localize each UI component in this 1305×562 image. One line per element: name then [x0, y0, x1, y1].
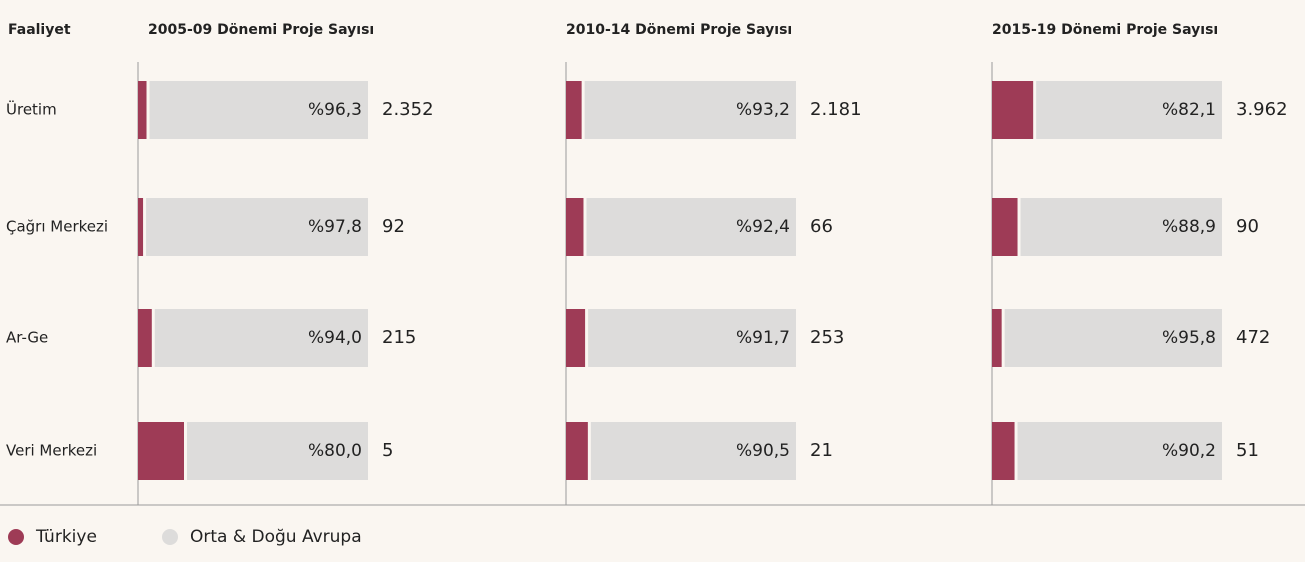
- value-label: %90,5: [736, 441, 790, 461]
- category-label: Veri Merkezi: [6, 442, 97, 460]
- total-label: 51: [1236, 440, 1259, 461]
- value-label: %80,0: [308, 441, 362, 461]
- panel-title: 2005-09 Dönemi Proje Sayısı: [148, 22, 374, 38]
- bar-segment: [154, 309, 368, 367]
- value-label: %95,8: [1162, 328, 1216, 348]
- category-label: Çağrı Merkezi: [6, 218, 108, 236]
- bar-segment: [138, 81, 147, 139]
- bar-segment: [566, 422, 588, 480]
- bar-segment: [149, 81, 368, 139]
- value-label: %90,2: [1162, 441, 1216, 461]
- total-label: 253: [810, 327, 844, 348]
- value-label: %94,0: [308, 328, 362, 348]
- bar-segment: [1036, 81, 1222, 139]
- value-label: %82,1: [1162, 100, 1216, 120]
- panel-title: 2010-14 Dönemi Proje Sayısı: [566, 22, 792, 38]
- total-label: 5: [382, 440, 393, 461]
- bar-segment: [566, 309, 586, 367]
- bar-segment: [584, 81, 796, 139]
- total-label: 2.352: [382, 99, 434, 120]
- legend-label: Türkiye: [35, 527, 97, 547]
- bar-segment: [1017, 422, 1222, 480]
- panel-title: 2015-19 Dönemi Proje Sayısı: [992, 22, 1218, 38]
- value-label: %97,8: [308, 217, 362, 237]
- bar-segment: [586, 198, 796, 256]
- total-label: 215: [382, 327, 416, 348]
- legend-swatch: [8, 529, 24, 545]
- bar-segment: [588, 309, 796, 367]
- value-label: %88,9: [1162, 217, 1216, 237]
- bar-segment: [1020, 198, 1222, 256]
- total-label: 21: [810, 440, 833, 461]
- legend-label: Orta & Doğu Avrupa: [190, 527, 362, 547]
- value-label: %96,3: [308, 100, 362, 120]
- bar-segment: [138, 309, 152, 367]
- bar-segment: [566, 81, 582, 139]
- bar-segment: [1004, 309, 1222, 367]
- total-label: 92: [382, 216, 405, 237]
- bar-segment: [992, 81, 1034, 139]
- total-label: 90: [1236, 216, 1259, 237]
- bar-segment: [992, 198, 1018, 256]
- bar-segment: [187, 422, 368, 480]
- bar-segment: [590, 422, 796, 480]
- bar-segment: [992, 309, 1002, 367]
- bar-segment: [146, 198, 368, 256]
- total-label: 2.181: [810, 99, 862, 120]
- bar-segment: [566, 198, 584, 256]
- category-label: Üretim: [6, 100, 57, 119]
- legend-swatch: [162, 529, 178, 545]
- value-label: %91,7: [736, 328, 790, 348]
- bar-segment: [992, 422, 1015, 480]
- value-label: %92,4: [736, 217, 790, 237]
- total-label: 3.962: [1236, 99, 1288, 120]
- bar-segment: [138, 422, 184, 480]
- total-label: 472: [1236, 327, 1270, 348]
- bar-segment: [138, 198, 144, 256]
- value-label: %93,2: [736, 100, 790, 120]
- total-label: 66: [810, 216, 833, 237]
- category-label: Ar-Ge: [6, 329, 48, 347]
- row-header: Faaliyet: [8, 22, 71, 38]
